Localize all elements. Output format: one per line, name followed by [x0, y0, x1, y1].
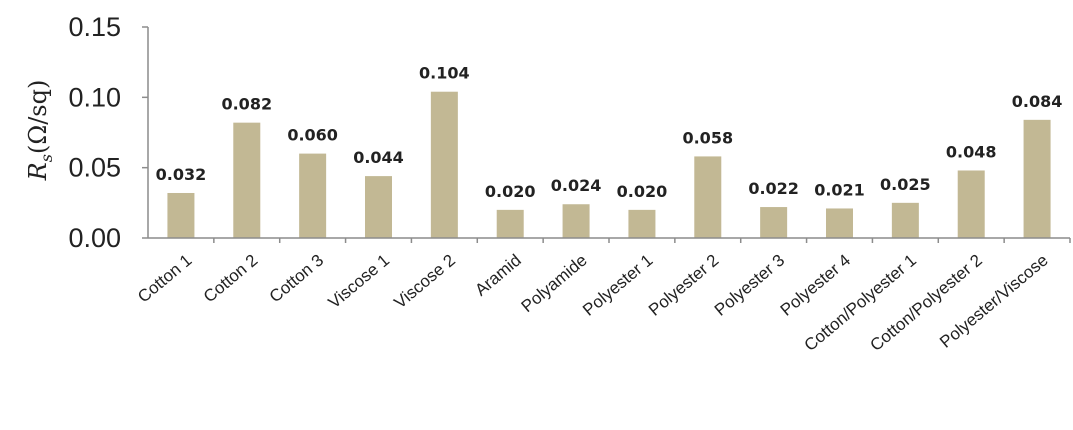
- bar: [891, 202, 919, 238]
- data-label: 0.024: [551, 176, 602, 195]
- bar: [233, 122, 261, 238]
- bar: [430, 91, 458, 238]
- y-axis-label-text: Rs(Ω/sq): [24, 80, 56, 182]
- x-tick-label: Cotton/Polyester 1: [801, 251, 920, 355]
- data-label: 0.020: [485, 182, 536, 201]
- data-label: 0.060: [287, 126, 338, 145]
- y-axis-label-symbol: R: [24, 162, 52, 181]
- bars: [167, 91, 1051, 238]
- data-label: 0.032: [156, 165, 207, 184]
- data-label: 0.020: [617, 182, 668, 201]
- data-label: 0.021: [814, 180, 865, 199]
- data-label: 0.058: [682, 128, 733, 147]
- y-tick-label: 0.15: [68, 12, 121, 42]
- bar: [299, 153, 327, 238]
- bar: [957, 170, 985, 238]
- y-tick-label: 0.00: [68, 223, 121, 253]
- bar: [826, 208, 853, 238]
- x-tick-label: Viscose 2: [390, 251, 458, 313]
- data-labels: 0.032 0.082 0.060 0.044 0.104 0.020 0.024 0.020…: [156, 64, 1063, 201]
- y-tick-label: 0.10: [68, 82, 121, 112]
- data-label: 0.025: [880, 175, 931, 194]
- data-label: 0.104: [419, 64, 470, 83]
- x-tick-label: Polyester 1: [579, 251, 656, 320]
- bar: [628, 209, 656, 238]
- x-tick-label: Viscose 1: [325, 251, 393, 313]
- data-label: 0.082: [221, 95, 272, 114]
- y-axis-label-subscript: s: [37, 154, 56, 162]
- y-axis-label-unit: (Ω/sq): [24, 80, 52, 154]
- x-tick-label: Polyester/Viscose: [936, 251, 1051, 352]
- y-axis-label: Rs(Ω/sq): [24, 80, 56, 182]
- data-label: 0.048: [946, 142, 997, 161]
- data-label: 0.044: [353, 148, 404, 167]
- bar: [365, 176, 392, 238]
- data-label: 0.022: [748, 179, 799, 198]
- bar: [1023, 119, 1051, 238]
- x-tick-label: Cotton 3: [266, 251, 327, 307]
- x-tick-label: Cotton/Polyester 2: [866, 251, 985, 355]
- x-tick-label: Polyester 2: [645, 251, 722, 320]
- y-axis-ticks: 0.00 0.05 0.10 0.15: [68, 12, 148, 253]
- x-tick-label: Polyester 3: [711, 251, 788, 320]
- y-tick-label: 0.05: [68, 153, 121, 183]
- bar: [760, 207, 788, 238]
- x-tick-label: Cotton 2: [200, 251, 261, 307]
- bar: [562, 204, 590, 238]
- data-label: 0.084: [1012, 92, 1063, 111]
- bar: [496, 209, 524, 238]
- bar: [694, 156, 722, 238]
- x-tick-label: Aramid: [471, 251, 524, 300]
- x-tick-label: Cotton 1: [134, 251, 195, 307]
- bar: [167, 192, 195, 238]
